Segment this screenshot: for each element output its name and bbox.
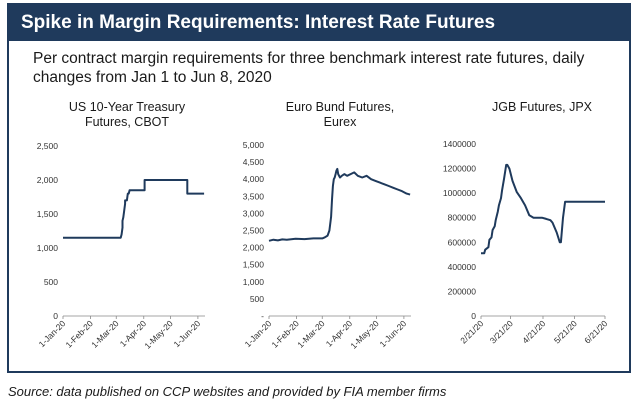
x-tick-label: 1-Mar-20 (295, 318, 327, 350)
y-tick-label: 1,500 (243, 260, 265, 270)
x-tick-label: 1-May-20 (142, 318, 175, 351)
y-tick-label: 5,000 (243, 140, 265, 150)
y-tick-label: - (261, 311, 264, 321)
x-tick-label: 5/21/20 (552, 318, 579, 345)
y-tick-label: 800000 (448, 213, 477, 223)
y-tick-label: 2,500 (243, 226, 265, 236)
y-tick-label: 1400000 (443, 139, 476, 149)
y-tick-label: 1,000 (37, 243, 59, 253)
y-tick-label: 2,000 (243, 243, 265, 253)
y-tick-label: 0 (53, 311, 58, 321)
x-tick-label: 1-Mar-20 (89, 318, 121, 350)
y-tick-label: 1000000 (443, 188, 476, 198)
y-tick-label: 1,500 (37, 209, 59, 219)
x-tick-label: 1-Jan-20 (243, 318, 274, 349)
y-tick-label: 0 (471, 311, 476, 321)
y-tick-label: 4,500 (243, 157, 265, 167)
figure-title: Spike in Margin Requirements: Interest R… (9, 5, 629, 41)
x-tick-label: 1-May-20 (348, 318, 381, 351)
panel-title: US 10-Year Treasury (69, 100, 186, 114)
chart-panel-2: Euro Bund Futures,Eurex - 500 1,000 1,500 2,0… (243, 100, 411, 351)
y-tick-label: 500 (250, 294, 264, 304)
panel-title: Eurex (324, 115, 357, 129)
x-tick-label: 4/21/20 (520, 318, 547, 345)
source-note: Source: data published on CCP websites a… (8, 384, 447, 399)
x-tick-label: 3/21/20 (488, 318, 515, 345)
y-tick-label: 3,000 (243, 208, 265, 218)
chart-frame: Spike in Margin Requirements: Interest R… (7, 3, 631, 373)
y-tick-label: 2,500 (37, 141, 59, 151)
x-tick-label: 2/21/20 (458, 318, 485, 345)
y-tick-label: 400000 (448, 262, 477, 272)
y-tick-label: 200000 (448, 286, 477, 296)
y-tick-label: 500 (44, 277, 58, 287)
y-tick-label: 3,500 (243, 191, 265, 201)
x-tick-label: 1-Jan-20 (37, 318, 68, 349)
series-line-1 (481, 163, 605, 255)
panel-title: Euro Bund Futures, (286, 100, 394, 114)
y-tick-label: 4,000 (243, 174, 265, 184)
figure-subtitle: Per contract margin requirements for thr… (33, 50, 585, 86)
series-line-1 (63, 179, 205, 239)
panel-title: JGB Futures, JPX (492, 100, 593, 114)
series-line-1 (268, 167, 411, 242)
panel-title: Futures, CBOT (85, 115, 169, 129)
x-tick-label: 1-Jun-20 (172, 318, 203, 349)
x-tick-label: 1-Jun-20 (378, 318, 409, 349)
y-tick-label: 2,000 (37, 175, 59, 185)
y-tick-label: 600000 (448, 237, 477, 247)
chart-panel-3: JGB Futures, JPX 0 200000 400000 600000 80000… (443, 100, 610, 345)
x-tick-label: 6/21/20 (582, 318, 609, 345)
y-tick-label: 1,000 (243, 277, 265, 287)
y-tick-label: 1200000 (443, 164, 476, 174)
